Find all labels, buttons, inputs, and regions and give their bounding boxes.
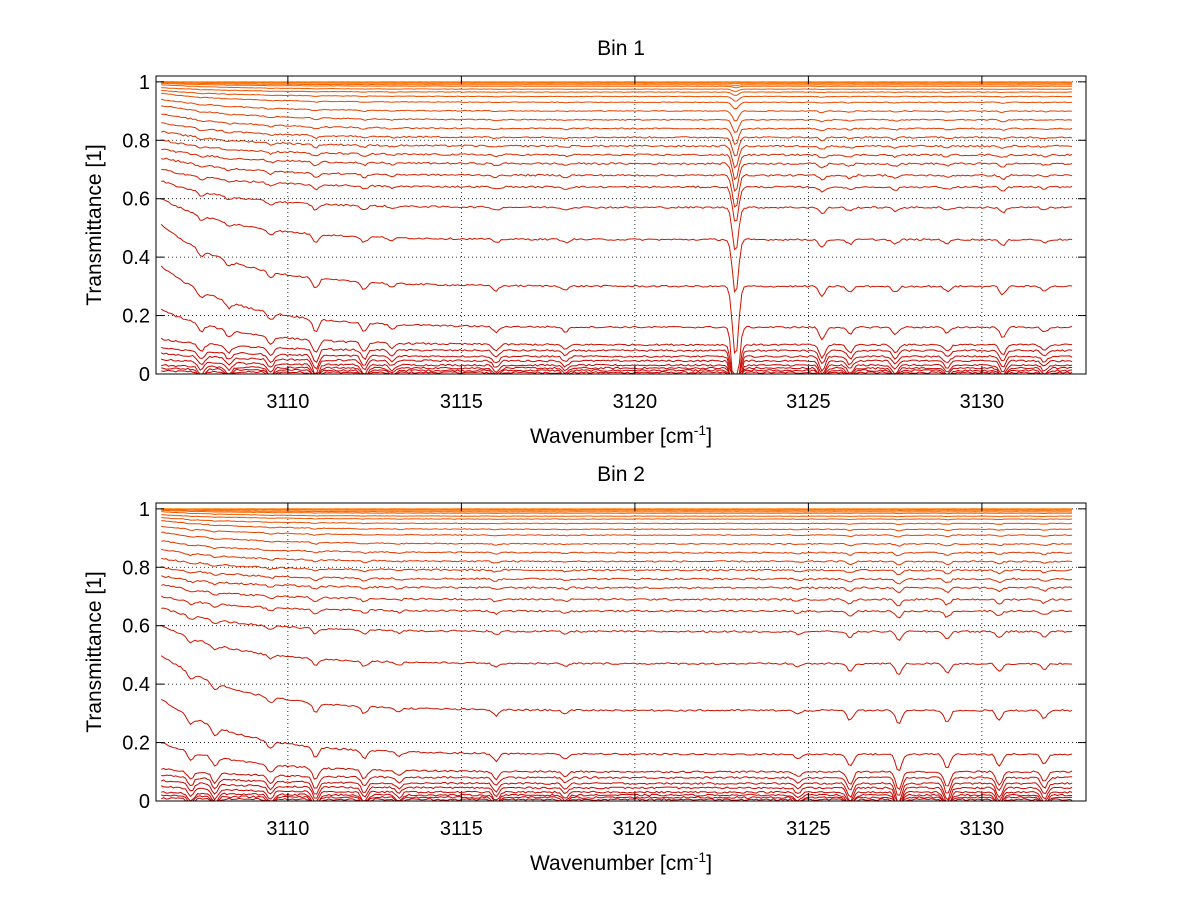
- x-axis-ticks: 3110 3115 3120 3125 3130: [266, 503, 1004, 840]
- x-tick-label: 3130: [960, 818, 1005, 840]
- series-line: [161, 157, 1073, 208]
- y-tick-label: 0.6: [122, 189, 150, 211]
- x-tick-label: 3115: [440, 391, 483, 413]
- series-line: [161, 767, 1073, 796]
- y-tick-label: 0.4: [122, 674, 150, 696]
- series-line: [161, 525, 1073, 538]
- series-line: [161, 514, 1073, 521]
- series-line: [160, 337, 1073, 375]
- series-line: [160, 624, 1073, 675]
- series-line: [161, 105, 1073, 133]
- series-line: [161, 358, 1073, 375]
- series-line: [161, 148, 1073, 192]
- grid: [156, 503, 1086, 802]
- series-line: [160, 785, 1073, 802]
- series-line: [161, 84, 1073, 93]
- series-line: [161, 98, 1073, 122]
- series-line: [160, 698, 1073, 772]
- series-line: [160, 352, 1073, 375]
- series-line: [161, 540, 1073, 557]
- series-line: [160, 655, 1073, 725]
- chart-title: Bin 2: [597, 463, 645, 486]
- y-tick-label: 0: [139, 791, 150, 813]
- series-line: [161, 113, 1073, 145]
- series-line: [161, 607, 1073, 641]
- series-line: [161, 557, 1073, 576]
- x-tick-label: 3130: [960, 391, 1005, 413]
- series-line: [161, 531, 1073, 547]
- x-axis-ticks: 3110 3115 3120 3125 3130: [266, 76, 1004, 413]
- series-line: [161, 198, 1073, 293]
- series-line: [161, 774, 1073, 802]
- y-axis-label: Transmittance [1]: [83, 144, 106, 305]
- x-axis-label: Wavenumber [cm-1]: [530, 849, 712, 875]
- series-line: [160, 223, 1073, 355]
- series-line: [161, 508, 1073, 511]
- y-tick-label: 0.8: [122, 130, 150, 152]
- series-line: [161, 346, 1073, 375]
- x-tick-label: 3120: [613, 818, 658, 840]
- series-line: [161, 169, 1073, 222]
- series-line: [161, 508, 1073, 513]
- series-line: [161, 180, 1073, 251]
- x-tick-label: 3110: [266, 391, 309, 413]
- series-line: [161, 87, 1073, 96]
- y-tick-label: 0.2: [122, 733, 150, 755]
- y-axis-ticks: 0 0.2 0.4 0.6 0.8 1: [122, 499, 1086, 813]
- series-line: [161, 92, 1073, 110]
- y-tick-label: 1: [139, 499, 150, 521]
- y-tick-label: 0.2: [122, 306, 150, 328]
- subplot-bin-1: Bin 1 3110 3115 3120 3125 3130 0 0.2 0.4 0.6 0.8…: [83, 37, 1087, 448]
- series-line: [160, 308, 1073, 375]
- series-line: [161, 82, 1073, 89]
- y-tick-label: 0.6: [122, 616, 150, 638]
- axes-frame: [155, 75, 1087, 375]
- series-line: [160, 595, 1073, 619]
- series-line: [161, 566, 1073, 585]
- series-line: [161, 575, 1073, 594]
- series-line: [161, 90, 1073, 102]
- plot-lines: [160, 508, 1073, 802]
- series-line: [161, 520, 1073, 532]
- series-line: [161, 130, 1073, 169]
- y-tick-label: 0: [139, 364, 150, 386]
- series-line: [161, 511, 1073, 518]
- y-axis-label: Transmittance [1]: [83, 571, 106, 732]
- x-tick-label: 3125: [786, 818, 831, 840]
- series-line: [161, 122, 1073, 157]
- x-tick-label: 3115: [440, 818, 483, 840]
- series-line: [161, 742, 1073, 790]
- series-line: [161, 81, 1073, 84]
- series-line: [161, 517, 1073, 526]
- chart-title: Bin 1: [597, 37, 645, 60]
- x-tick-label: 3125: [786, 391, 831, 413]
- y-tick-label: 0.4: [122, 247, 150, 269]
- y-tick-label: 1: [139, 72, 150, 94]
- series-line: [160, 265, 1073, 375]
- series-line: [161, 584, 1073, 607]
- series-line: [160, 779, 1073, 802]
- series-line: [161, 82, 1073, 87]
- x-tick-label: 3120: [613, 391, 658, 413]
- x-axis-label: Wavenumber [cm-1]: [530, 422, 712, 448]
- y-axis-ticks: 0 0.2 0.4 0.6 0.8 1: [122, 72, 1086, 386]
- subplot-bin-2: Bin 2 3110 3115 3120 3125 3130 0 0.2 0.4 0.6 0.8…: [83, 463, 1087, 875]
- series-line: [161, 509, 1073, 515]
- y-tick-label: 0.8: [122, 557, 150, 579]
- plot-lines: [160, 81, 1073, 375]
- series-line: [161, 548, 1073, 566]
- axes-frame: [155, 502, 1087, 802]
- x-tick-label: 3110: [266, 818, 309, 840]
- series-line: [161, 139, 1073, 181]
- series-line: [161, 81, 1073, 85]
